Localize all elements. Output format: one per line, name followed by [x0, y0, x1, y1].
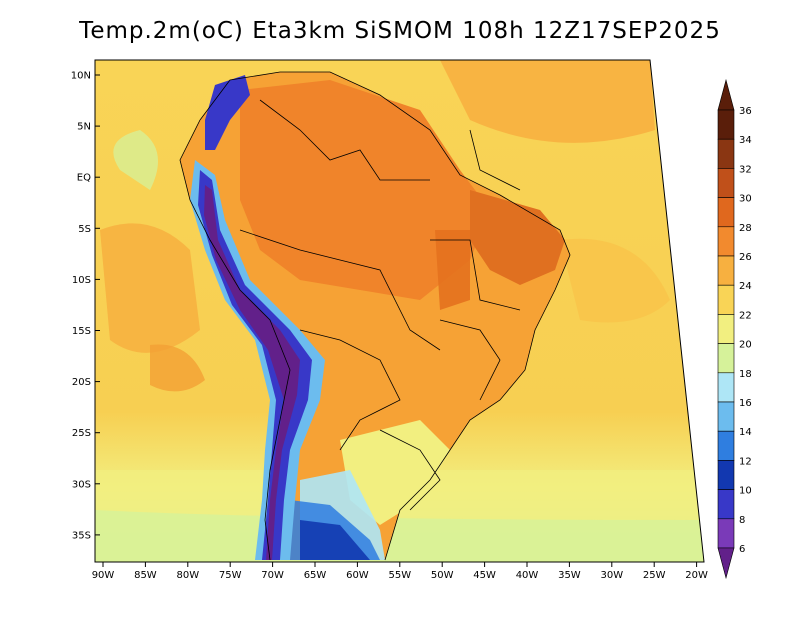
colorbar-label: 34	[739, 135, 752, 146]
lon-label: 60W	[346, 570, 369, 581]
lon-label: 45W	[473, 570, 496, 581]
lon-label: 80W	[176, 570, 199, 581]
coastline-west	[179, 119, 291, 561]
lat-label: 20S	[72, 377, 91, 388]
colorbar-top-arrow	[717, 78, 735, 111]
amazon-hot-region	[240, 80, 490, 300]
lat-label: 5N	[77, 122, 91, 133]
lon-label: 25W	[643, 570, 666, 581]
coastline-east	[199, 71, 571, 561]
colorbar-label: 22	[739, 310, 752, 321]
colorbar-label: 10	[739, 486, 752, 497]
pacific-warm-zone	[100, 223, 200, 353]
colorbar-label: 8	[739, 515, 745, 526]
map-title: Temp.2m(oC) Eta3km SiSMOM 108h 12Z17SEP2…	[79, 18, 721, 44]
brazil-states-1	[430, 239, 521, 311]
central-very-hot	[435, 230, 470, 310]
colorbar-segment	[717, 226, 735, 257]
colorbar-label: 20	[739, 340, 752, 351]
brazil-west-border	[239, 229, 441, 351]
colorbar-segment	[717, 197, 735, 228]
venezuela-border	[259, 99, 430, 181]
atlantic-mid-warm	[560, 238, 670, 323]
colorbar-segment	[717, 343, 735, 374]
colorbar: 36 34 32 30 28 26 24 22 20 18 16 14 12 10 8 6	[717, 78, 752, 580]
lat-label: 10N	[71, 71, 91, 82]
lon-label: 30W	[600, 570, 623, 581]
lat-label: 25S	[72, 428, 91, 439]
colorbar-label: 16	[739, 398, 752, 409]
colorbar-segment	[717, 430, 735, 461]
colorbar-label: 14	[739, 427, 752, 438]
lon-label: 20W	[685, 570, 708, 581]
colorbar-label: 30	[739, 194, 752, 205]
brazil-states-2	[439, 319, 501, 401]
uruguay-border	[379, 429, 441, 511]
andes-purple	[204, 185, 300, 560]
lat-label: 35S	[72, 530, 91, 541]
bolivia-paraguay-border	[299, 329, 401, 451]
colorbar-segment	[717, 314, 735, 344]
colorbar-segment	[717, 460, 735, 490]
colorbar-segment	[717, 372, 735, 403]
northeast-very-hot	[470, 190, 565, 285]
longitude-axis: 90W 85W 80W 75W 70W 65W 60W 55W 50W 45W 40W 35W 30W 2…	[92, 562, 708, 581]
colorbar-label: 28	[739, 223, 752, 234]
lon-label: 55W	[388, 570, 411, 581]
latitude-axis: 10N 5N EQ 5S 10S 15S 20S 25S 30S 35S	[71, 71, 100, 541]
lat-label: 15S	[72, 326, 91, 337]
andes-north	[205, 75, 250, 150]
lon-label: 35W	[558, 570, 581, 581]
lat-label: 10S	[72, 275, 91, 286]
colorbar-segment	[717, 401, 735, 432]
lon-label: 90W	[92, 570, 115, 581]
colorbar-segment	[717, 168, 735, 198]
lon-label: 65W	[304, 570, 327, 581]
political-borders	[179, 71, 571, 561]
lon-label: 70W	[261, 570, 284, 581]
patagonia-deep-blue	[300, 520, 370, 560]
lat-label: 5S	[78, 224, 91, 235]
colorbar-segment	[717, 489, 735, 520]
guianas-border	[469, 129, 521, 191]
colorbar-segment	[717, 284, 735, 315]
colorbar-label: 26	[739, 252, 752, 263]
colorbar-label: 18	[739, 369, 752, 380]
lon-label: 40W	[516, 570, 539, 581]
pacific-warm-patch	[150, 344, 205, 392]
colorbar-segment	[717, 518, 735, 549]
lat-label: 30S	[72, 479, 91, 490]
temperature-field	[95, 60, 704, 562]
colorbar-label: 6	[739, 544, 745, 555]
lon-label: 75W	[219, 570, 242, 581]
southern-colder-band	[95, 510, 704, 562]
colorbar-segment	[717, 138, 735, 169]
colorbar-label: 36	[739, 106, 752, 117]
lon-label: 50W	[431, 570, 454, 581]
colorbar-segment	[717, 109, 735, 140]
colorbar-label: 24	[739, 281, 752, 292]
colorbar-label: 32	[739, 164, 752, 175]
galapagos-cool-spot	[113, 130, 158, 190]
colorbar-segment	[717, 255, 735, 286]
colorbar-bottom-arrow	[717, 547, 735, 580]
colorbar-label: 12	[739, 456, 752, 467]
lon-label: 85W	[134, 570, 157, 581]
south-cool-land	[340, 420, 450, 525]
lat-label: EQ	[77, 173, 91, 184]
atlantic-north-warm	[440, 60, 655, 143]
